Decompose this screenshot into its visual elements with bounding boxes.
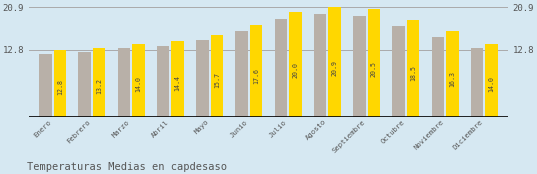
Text: 14.4: 14.4 bbox=[175, 75, 180, 91]
Bar bbox=[471, 48, 483, 117]
Bar bbox=[328, 7, 341, 117]
Text: 20.5: 20.5 bbox=[371, 61, 377, 77]
Bar bbox=[289, 12, 302, 117]
Bar bbox=[171, 41, 184, 117]
Bar bbox=[132, 44, 144, 117]
Bar bbox=[196, 40, 209, 117]
Text: 15.7: 15.7 bbox=[214, 72, 220, 88]
Bar bbox=[432, 37, 444, 117]
Text: 12.8: 12.8 bbox=[57, 79, 63, 95]
Bar bbox=[393, 26, 405, 117]
Bar bbox=[274, 19, 287, 117]
Text: 18.5: 18.5 bbox=[410, 65, 416, 81]
Text: 20.0: 20.0 bbox=[292, 62, 299, 78]
Bar bbox=[118, 48, 130, 117]
Text: 20.9: 20.9 bbox=[332, 60, 338, 76]
Text: 17.6: 17.6 bbox=[253, 68, 259, 84]
Text: 16.3: 16.3 bbox=[449, 71, 455, 87]
Text: 13.2: 13.2 bbox=[96, 78, 102, 94]
Text: 14.0: 14.0 bbox=[489, 76, 495, 92]
Bar bbox=[446, 31, 459, 117]
Bar bbox=[211, 35, 223, 117]
Bar bbox=[250, 25, 263, 117]
Bar bbox=[78, 52, 91, 117]
Text: Temperaturas Medias en capdesaso: Temperaturas Medias en capdesaso bbox=[27, 162, 227, 172]
Bar bbox=[157, 46, 169, 117]
Bar bbox=[235, 31, 248, 117]
Text: 14.0: 14.0 bbox=[135, 76, 141, 92]
Bar bbox=[39, 54, 52, 117]
Bar bbox=[314, 14, 326, 117]
Bar bbox=[407, 20, 419, 117]
Bar bbox=[485, 44, 498, 117]
Bar bbox=[93, 48, 105, 117]
Bar bbox=[353, 16, 366, 117]
Bar bbox=[368, 9, 380, 117]
Bar bbox=[54, 50, 66, 117]
